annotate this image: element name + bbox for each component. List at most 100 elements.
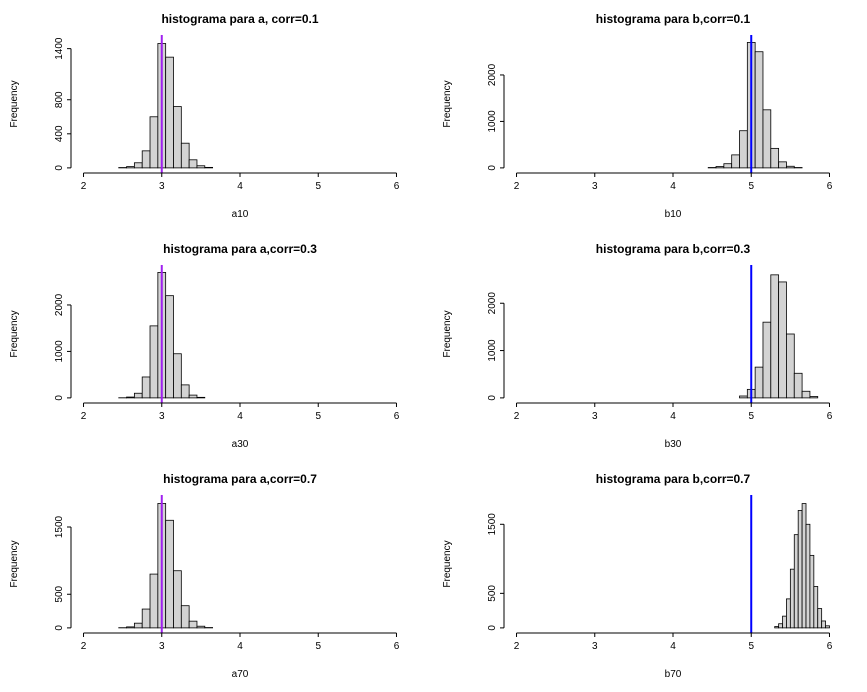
histogram-bar [777,623,783,629]
x-tick-label: 3 [591,411,597,422]
x-tick-label: 6 [393,181,399,192]
y-tick-label: 0 [487,165,498,171]
x-tick-label: 2 [80,641,86,652]
x-tick-label: 2 [80,181,86,192]
x-axis-label: a70 [231,669,248,680]
y-axis: 0 1000 2000 [487,292,504,401]
histogram-bar [809,396,818,399]
histogram-bar [777,281,787,399]
histogram-bar [824,625,830,629]
x-axis: 2 3 4 5 6 [513,402,832,422]
y-axis: 0 500 1500 [54,515,71,631]
histogram-b30: histograma para b,corr=0.3 Frequency b30… [442,242,833,450]
histogram-bar [164,519,174,629]
y-axis-label: Frequency [442,80,453,127]
x-axis-label: a10 [231,209,248,220]
histogram-bar [781,615,787,629]
histogram-bar [164,56,174,169]
histogram-bar [180,605,190,629]
x-tick-label: 2 [513,411,519,422]
x-tick-label: 6 [826,181,832,192]
x-axis: 2 3 4 5 6 [80,632,399,652]
x-tick-label: 4 [670,411,676,422]
histogram-bar [125,626,135,629]
y-axis-label: Frequency [9,540,20,587]
chart-title: histograma para a,corr=0.7 [163,472,317,486]
x-axis: 2 3 4 5 6 [513,632,832,652]
y-tick-label: 0 [487,395,498,401]
histogram-bar [812,586,818,629]
histogram-bars [117,503,213,629]
y-tick-label: 1400 [54,37,65,60]
x-tick-label: 4 [670,181,676,192]
x-tick-label: 4 [670,641,676,652]
x-tick-label: 5 [315,641,321,652]
y-tick-label: 2000 [487,63,498,86]
histogram-bars [117,43,213,169]
chart-title: histograma para b,corr=0.7 [595,472,750,486]
x-tick-label: 5 [315,411,321,422]
histogram-bar [754,51,763,169]
y-axis: 0 400 800 1400 [54,37,71,171]
histogram-bar [125,166,135,169]
histogram-bar [785,165,795,169]
y-tick-label: 2000 [487,292,498,315]
histogram-bar [805,523,810,629]
histogram-a10: histograma para a, corr=0.1 Frequency a1… [9,12,400,220]
histogram-bar [789,568,795,629]
x-tick-label: 2 [513,641,519,652]
histogram-bar [141,608,150,629]
x-tick-label: 5 [748,181,754,192]
x-tick-label: 5 [748,411,754,422]
panel-a10: histograma para a, corr=0.1 Frequency a1… [1,1,434,231]
y-tick-label: 800 [54,91,65,108]
histogram-bar [133,162,143,169]
y-tick-label: 1000 [487,339,498,362]
x-axis-label: b10 [664,209,681,220]
x-tick-label: 4 [237,181,243,192]
histogram-bar [793,534,799,629]
x-tick-label: 4 [237,411,243,422]
histogram-bar [149,116,158,169]
histogram-bar [730,154,740,169]
x-axis-label: b70 [664,669,681,680]
panel-a70: histograma para a,corr=0.7 Frequency a70… [1,461,434,691]
x-tick-label: 3 [591,181,597,192]
histogram-bar [172,570,182,629]
y-axis-label: Frequency [442,540,453,587]
histogram-a30: histograma para a,corr=0.3 Frequency a30… [9,242,400,450]
histogram-bar [125,396,135,399]
histogram-bar [188,394,197,399]
y-axis: 0 1000 2000 [487,63,504,171]
histogram-bar [133,392,143,399]
histogram-bar [196,396,205,399]
chart-title: histograma para a,corr=0.3 [163,242,317,256]
x-tick-label: 3 [158,641,164,652]
histogram-bar [722,163,732,169]
y-tick-label: 500 [54,585,65,602]
histogram-bar [754,366,763,399]
x-tick-label: 3 [158,411,164,422]
histogram-bar [149,573,158,629]
chart-title: histograma para a, corr=0.1 [161,12,318,26]
panel-b30: histograma para b,corr=0.3 Frequency b30… [434,231,867,461]
panel-b10: histograma para b,corr=0.1 Frequency b10… [434,1,867,231]
x-tick-label: 5 [748,641,754,652]
histogram-a70: histograma para a,corr=0.7 Frequency a70… [9,472,400,680]
histogram-bar [785,598,791,629]
x-tick-label: 3 [591,641,597,652]
y-tick-label: 500 [487,585,498,602]
chart-title: histograma para b,corr=0.3 [595,242,750,256]
y-axis: 0 1000 2000 [54,293,71,401]
y-axis-label: Frequency [9,310,20,357]
x-tick-label: 5 [315,181,321,192]
x-axis-label: a30 [231,439,248,450]
histogram-bar [801,390,810,399]
histogram-bars [707,42,802,169]
histogram-bar [715,166,724,169]
histogram-bar [188,620,197,629]
histogram-bar [793,372,802,399]
y-tick-label: 1500 [54,515,65,538]
y-axis: 0 500 1500 [487,513,504,631]
